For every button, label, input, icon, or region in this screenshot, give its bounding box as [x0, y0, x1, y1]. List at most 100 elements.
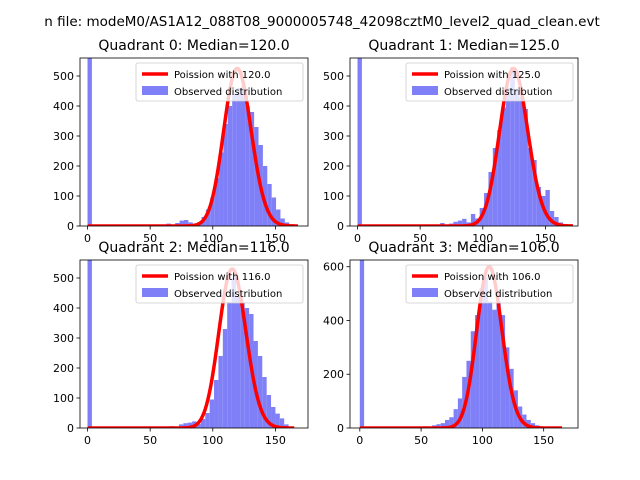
x-tick-label: 0: [84, 434, 91, 447]
poisson-curve: [87, 66, 299, 226]
legend-label: Observed distribution: [444, 289, 552, 300]
legend: Poission with 125.0 Observed distribution: [405, 62, 574, 102]
histogram-bar: [527, 148, 533, 226]
histogram-bar: [205, 209, 211, 226]
histogram-bar: [479, 288, 484, 428]
y-tick-label: 200: [323, 368, 344, 381]
histogram-bar: [244, 308, 250, 428]
axes-frame: [79, 57, 309, 227]
histogram-bar: [262, 166, 268, 226]
legend: Poission with 116.0 Observed distribution: [135, 264, 304, 304]
histogram-bar: [200, 419, 206, 428]
histogram-bar: [231, 278, 236, 428]
histogram-bar: [87, 260, 92, 428]
histogram-bar: [271, 197, 277, 226]
histogram-bar: [470, 214, 476, 226]
histogram-bar: [275, 413, 280, 428]
histogram-bar: [219, 152, 224, 226]
legend-box: [405, 264, 574, 304]
y-tick-label: 200: [323, 160, 344, 173]
histogram-bar: [532, 160, 537, 226]
x-tick-label: 0: [84, 232, 91, 245]
legend-label: Poission with 120.0: [174, 70, 270, 81]
histogram-bar: [187, 422, 193, 428]
histogram-bar: [549, 211, 555, 226]
axes-frame: [79, 259, 309, 429]
x-tick-label: 100: [202, 434, 223, 447]
histogram-bar: [205, 413, 210, 428]
histogram-bar: [487, 301, 493, 428]
y-tick-label: 500: [53, 70, 74, 83]
histogram-bar: [236, 88, 241, 226]
histogram-bar: [271, 407, 276, 428]
histogram-bar: [280, 218, 285, 226]
histogram-bar: [359, 260, 365, 428]
x-tick-label: 50: [143, 232, 157, 245]
subplot-quadrant-1: 0 50 100 150 0 100 200 300 400 500 Quadrant 1: Med…: [323, 38, 579, 245]
y-tick-label: 0: [67, 220, 74, 233]
histogram-bar: [445, 419, 450, 428]
plot-area: [87, 260, 295, 428]
histogram-bar: [262, 377, 267, 428]
histogram-bar: [227, 302, 232, 428]
legend: Poission with 106.0 Observed distribution: [405, 264, 574, 304]
histogram-bar: [519, 97, 524, 226]
y-tick-label: 300: [53, 130, 74, 143]
histogram-bar: [440, 423, 445, 428]
y-tick-label: 500: [323, 70, 344, 83]
histogram-bar: [510, 67, 515, 226]
histogram-bar: [475, 315, 480, 428]
histogram-bar: [523, 109, 528, 226]
histogram-bar: [279, 418, 285, 428]
subplot-quadrant-0: 0 50 100 150 0 100 200 300 400 500 Quadrant 0: Med…: [53, 38, 309, 245]
histogram-bar: [470, 331, 476, 428]
histogram-bar: [457, 398, 463, 428]
x-tick-label: 100: [202, 232, 223, 245]
y-tick-label: 0: [337, 422, 344, 435]
histogram-bar: [526, 419, 531, 428]
subplot-title: Quadrant 0: Median=120.0: [98, 38, 289, 54]
legend-label: Poission with 116.0: [174, 272, 270, 283]
histogram-bar: [178, 424, 184, 428]
x-tick-label: 150: [535, 232, 556, 245]
histogram-bar: [501, 107, 506, 226]
histogram-bar: [505, 347, 510, 428]
x-tick-label: 0: [356, 434, 363, 447]
x-tick-label: 150: [265, 232, 286, 245]
histogram-bar: [214, 380, 219, 428]
histogram-bar: [357, 58, 362, 226]
x-tick-label: 0: [354, 232, 361, 245]
y-tick-label: 300: [323, 130, 344, 143]
y-tick-label: 400: [53, 100, 74, 113]
histogram-bar: [254, 127, 259, 226]
subplot-title: Quadrant 1: Median=125.0: [368, 38, 559, 54]
histogram-bar: [209, 399, 215, 428]
legend-patch-swatch: [412, 288, 438, 297]
y-tick-label: 300: [53, 332, 74, 345]
histogram-bar: [87, 58, 92, 226]
histogram-bar: [240, 86, 246, 226]
axes-frame: [349, 57, 579, 227]
y-tick-label: 400: [323, 314, 344, 327]
histogram-bar: [500, 315, 506, 428]
poisson-curve: [359, 264, 563, 428]
histogram-bar: [483, 277, 488, 428]
legend-box: [135, 264, 304, 304]
histogram-bar: [505, 88, 511, 226]
plot-area: [87, 58, 299, 226]
legend-patch-swatch: [142, 288, 168, 297]
subplot-grid: 0 50 100 150 0 100 200 300 400 500 Quadrant 0: Med…: [53, 38, 579, 447]
histogram-bar: [545, 190, 550, 226]
y-tick-label: 200: [53, 160, 74, 173]
histogram-bar: [183, 220, 189, 226]
histogram-bar: [183, 423, 188, 428]
subplot-title: Quadrant 2: Median=116.0: [98, 240, 289, 256]
histogram-bar: [496, 301, 501, 428]
subplot-quadrant-3: 0 50 100 150 0 200 400 600 Quadrant 3: Median=10…: [323, 240, 579, 447]
histogram-bar: [196, 423, 201, 428]
histogram-bar: [232, 94, 237, 226]
legend-patch-swatch: [412, 86, 438, 95]
legend-box: [135, 62, 304, 102]
histogram-bar: [257, 356, 263, 428]
legend-label: Poission with 125.0: [444, 70, 540, 81]
